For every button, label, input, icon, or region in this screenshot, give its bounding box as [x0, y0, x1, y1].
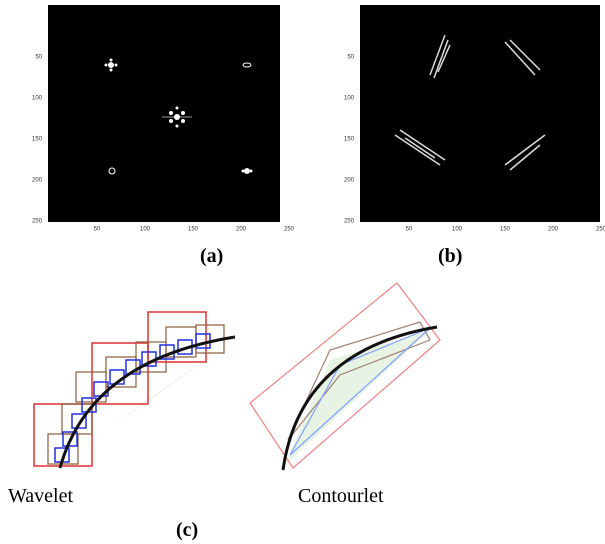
x-tick-label: 200: [236, 227, 247, 233]
x-tick-label: 50: [94, 227, 101, 233]
y-tick-label: 250: [344, 219, 355, 225]
x-tick-label: 250: [284, 227, 295, 233]
panel-label: (a): [200, 245, 223, 267]
wavelet-diagram: [33, 311, 236, 469]
y-tick-label: 50: [347, 55, 354, 61]
spots-a: [104, 58, 253, 175]
y-tick-label: 200: [344, 178, 355, 184]
diagram-label: Contourlet: [298, 485, 384, 507]
x-tick-label: 150: [188, 227, 199, 233]
y-tick-label: 100: [344, 96, 355, 102]
y-tick-label: 100: [32, 96, 43, 102]
x-tick-label: 50: [406, 227, 413, 233]
x-tick-label: 100: [452, 227, 463, 233]
panel-label: (c): [176, 519, 198, 541]
y-tick-label: 150: [32, 137, 43, 143]
y-tick-label: 250: [32, 219, 43, 225]
streaks-b: [394, 34, 546, 171]
image-b: [360, 5, 600, 222]
x-tick-label: 250: [596, 227, 605, 233]
panel-label: (b): [438, 245, 462, 267]
x-tick-label: 100: [140, 227, 151, 233]
contourlet-diagram: [249, 282, 441, 471]
y-tick-label: 50: [35, 55, 42, 61]
y-tick-label: 150: [344, 137, 355, 143]
y-tick-label: 200: [32, 178, 43, 184]
diagram-label: Wavelet: [8, 485, 73, 507]
x-tick-label: 200: [548, 227, 559, 233]
x-tick-label: 150: [500, 227, 511, 233]
image-a: [48, 5, 280, 222]
